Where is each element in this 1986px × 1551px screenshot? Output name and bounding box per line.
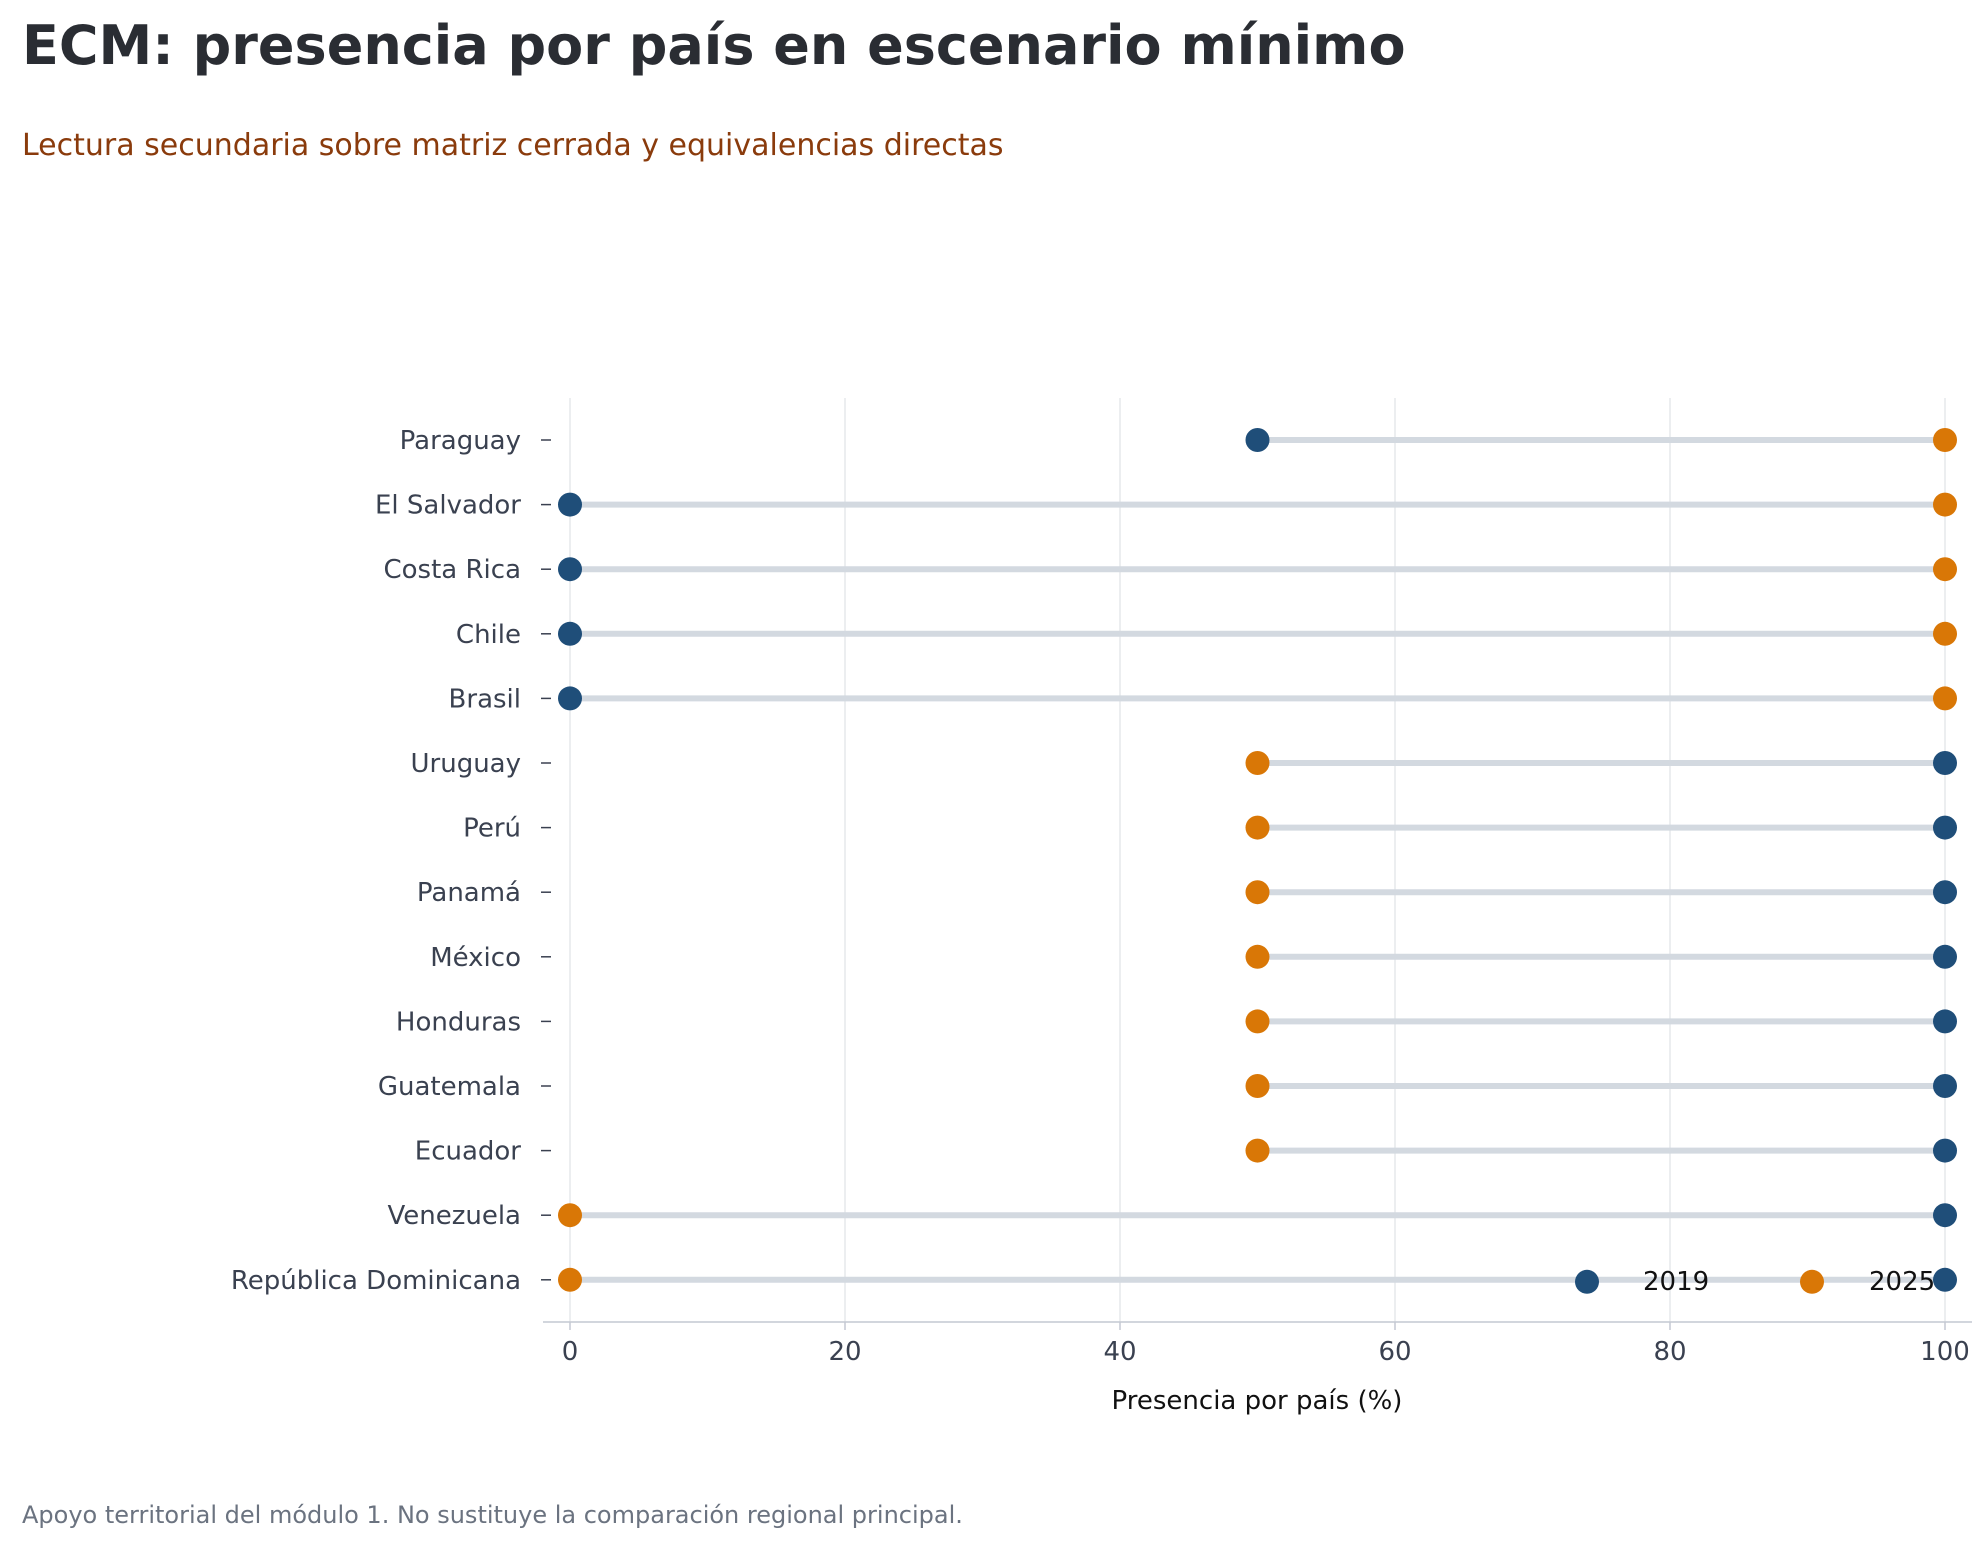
x-tick-label: 20 bbox=[828, 1337, 861, 1367]
point-2025 bbox=[1245, 880, 1270, 905]
y-tick-label: El Salvador bbox=[375, 491, 521, 521]
point-2025 bbox=[1933, 492, 1957, 517]
gridlines bbox=[569, 398, 1946, 1322]
point-2025 bbox=[1933, 686, 1957, 711]
x-tick-label: 80 bbox=[1653, 1337, 1686, 1367]
axes: 0 20 40 60 80 100 Paraguay El Salvador Costa Ric… bbox=[231, 426, 1972, 1367]
x-tick-label: 60 bbox=[1378, 1337, 1411, 1367]
legend-label-2019: 2019 bbox=[1643, 1267, 1709, 1297]
point-2019 bbox=[1933, 1138, 1957, 1163]
legend-marker-2019 bbox=[1575, 1269, 1599, 1294]
point-2025 bbox=[1933, 557, 1957, 582]
x-tick-label: 40 bbox=[1103, 1337, 1136, 1367]
data-points bbox=[558, 428, 1957, 1292]
y-tick-label: Ecuador bbox=[415, 1137, 522, 1167]
x-axis-label: Presencia por país (%) bbox=[1112, 1386, 1403, 1416]
y-tick-label: Perú bbox=[463, 814, 521, 844]
point-2025 bbox=[1245, 1009, 1270, 1034]
connectors bbox=[570, 437, 1945, 1283]
point-2019 bbox=[1933, 815, 1957, 840]
point-2019 bbox=[1933, 944, 1957, 969]
legend-marker-2025 bbox=[1800, 1269, 1824, 1294]
point-2019 bbox=[558, 686, 582, 711]
y-tick-label: Chile bbox=[456, 620, 521, 650]
y-tick-label: Venezuela bbox=[387, 1201, 521, 1231]
point-2025 bbox=[1933, 428, 1957, 452]
point-2025 bbox=[558, 1203, 582, 1228]
y-tick-label: Paraguay bbox=[400, 426, 521, 456]
chart-title: ECM: presencia por país en escenario mín… bbox=[22, 14, 1406, 77]
legend: 2019 2025 bbox=[1575, 1267, 1935, 1297]
point-2019 bbox=[1933, 751, 1957, 775]
point-2019 bbox=[1933, 880, 1957, 905]
y-tick-label: México bbox=[430, 943, 521, 973]
point-2019 bbox=[558, 557, 582, 582]
point-2025 bbox=[1245, 815, 1270, 840]
point-2025 bbox=[1245, 1138, 1270, 1163]
y-tick-label: Costa Rica bbox=[383, 555, 521, 585]
point-2019 bbox=[558, 621, 582, 646]
legend-label-2025: 2025 bbox=[1869, 1267, 1935, 1297]
point-2019 bbox=[558, 492, 582, 517]
point-2025 bbox=[1933, 621, 1957, 646]
y-tick-label: Guatemala bbox=[378, 1072, 521, 1102]
point-2019 bbox=[1933, 1267, 1957, 1292]
y-tick-label: República Dominicana bbox=[231, 1266, 521, 1296]
y-tick-label: Panamá bbox=[417, 878, 521, 908]
x-tick-label: 0 bbox=[562, 1337, 579, 1367]
point-2025 bbox=[1245, 1074, 1270, 1098]
chart-footnote: Apoyo territorial del módulo 1. No susti… bbox=[22, 1501, 963, 1529]
point-2025 bbox=[558, 1267, 582, 1292]
x-tick-label: 100 bbox=[1920, 1337, 1970, 1367]
chart-subtitle: Lectura secundaria sobre matriz cerrada … bbox=[22, 128, 1004, 163]
point-2025 bbox=[1245, 944, 1270, 969]
point-2019 bbox=[1933, 1074, 1957, 1098]
point-2019 bbox=[1245, 428, 1270, 452]
y-tick-label: Honduras bbox=[396, 1007, 521, 1037]
point-2025 bbox=[1245, 751, 1270, 775]
y-tick-label: Brasil bbox=[449, 684, 521, 714]
point-2019 bbox=[1933, 1009, 1957, 1034]
y-tick-label: Uruguay bbox=[411, 749, 522, 779]
point-2019 bbox=[1933, 1203, 1957, 1228]
